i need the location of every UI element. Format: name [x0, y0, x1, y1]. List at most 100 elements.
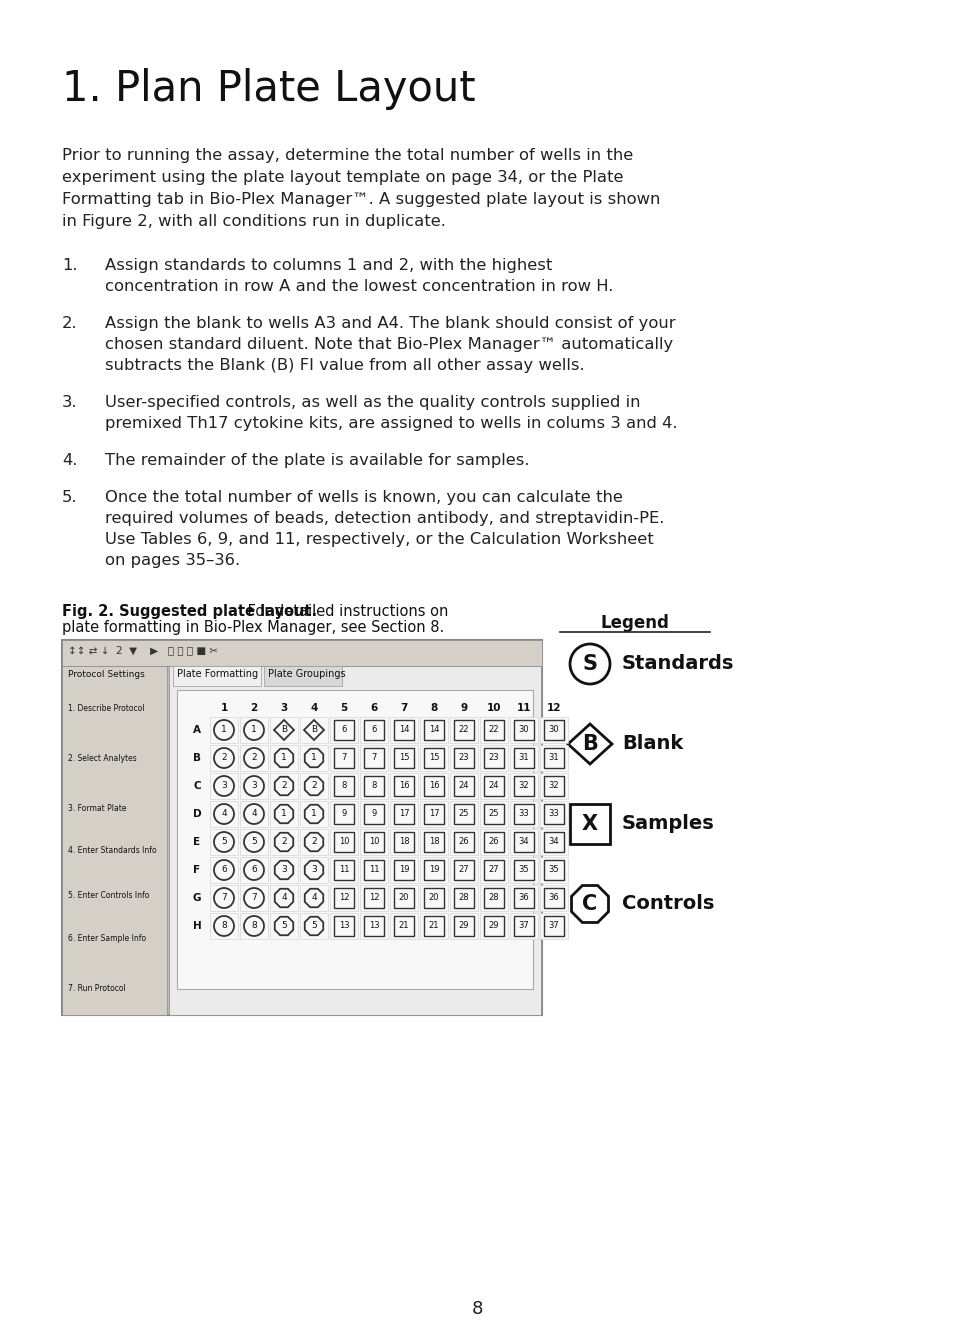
Text: 13: 13	[368, 922, 379, 930]
Text: 24: 24	[488, 782, 498, 791]
Bar	[423, 804, 443, 824]
Text: 2: 2	[311, 782, 316, 791]
Bar	[394, 804, 414, 824]
Text: 7: 7	[400, 703, 407, 713]
Bar	[479, 830, 507, 855]
Bar	[359, 856, 388, 883]
Text: 5: 5	[251, 838, 256, 847]
Text: The remainder of the plate is available for samples.: The remainder of the plate is available …	[105, 453, 529, 468]
Bar	[240, 802, 268, 827]
Text: 2.: 2.	[62, 317, 77, 331]
Text: 16: 16	[428, 782, 438, 791]
Text: 6: 6	[341, 725, 346, 735]
Text: 4: 4	[310, 703, 317, 713]
Text: Legend: Legend	[600, 615, 669, 632]
Bar	[210, 802, 237, 827]
Text: 33: 33	[518, 810, 529, 819]
Text: 25: 25	[488, 810, 498, 819]
Bar	[419, 884, 448, 911]
Text: B: B	[581, 733, 598, 754]
Text: 18: 18	[398, 838, 409, 847]
Bar	[299, 802, 328, 827]
Bar	[334, 832, 354, 852]
Text: 4: 4	[311, 894, 316, 903]
Bar	[450, 802, 477, 827]
Bar	[569, 804, 609, 844]
Bar	[299, 830, 328, 855]
Bar	[270, 830, 297, 855]
Text: 15: 15	[398, 754, 409, 763]
Text: 23: 23	[488, 754, 498, 763]
Bar	[479, 912, 507, 939]
Text: 2: 2	[281, 782, 287, 791]
Bar	[479, 856, 507, 883]
Text: 20: 20	[398, 894, 409, 903]
Text: 20: 20	[428, 894, 438, 903]
Bar	[454, 720, 474, 740]
Bar	[270, 774, 297, 799]
Text: 7: 7	[251, 894, 256, 903]
Text: Prior to running the assay, determine the total number of wells in the: Prior to running the assay, determine th…	[62, 148, 633, 163]
Bar	[510, 802, 537, 827]
Bar	[390, 884, 417, 911]
Text: 21: 21	[428, 922, 438, 930]
Bar	[62, 640, 541, 1015]
Text: 8: 8	[471, 1300, 482, 1319]
Text: 1: 1	[221, 725, 227, 735]
Text: 23: 23	[458, 754, 469, 763]
Bar	[423, 776, 443, 796]
Bar	[483, 776, 503, 796]
Text: 21: 21	[398, 922, 409, 930]
Bar	[510, 745, 537, 771]
Text: 6: 6	[221, 866, 227, 875]
Text: 11: 11	[517, 703, 531, 713]
Text: 6. Enter Sample Info: 6. Enter Sample Info	[68, 934, 146, 943]
Text: G: G	[193, 892, 201, 903]
Text: 35: 35	[548, 866, 558, 875]
Bar	[543, 804, 563, 824]
Text: experiment using the plate layout template on page 34, or the Plate: experiment using the plate layout templa…	[62, 170, 623, 184]
Bar	[543, 860, 563, 880]
Bar	[479, 717, 507, 743]
Bar	[394, 776, 414, 796]
Text: 10: 10	[369, 838, 379, 847]
Bar	[264, 667, 341, 685]
Text: 35: 35	[518, 866, 529, 875]
Text: 3: 3	[280, 703, 287, 713]
Bar	[330, 912, 357, 939]
Text: 32: 32	[548, 782, 558, 791]
Bar	[334, 916, 354, 937]
Bar	[450, 884, 477, 911]
Text: F: F	[193, 864, 200, 875]
Text: Standards: Standards	[621, 655, 734, 673]
Text: 3: 3	[311, 866, 316, 875]
Bar	[364, 720, 384, 740]
Text: 32: 32	[518, 782, 529, 791]
Text: 18: 18	[428, 838, 438, 847]
Bar	[479, 745, 507, 771]
Text: 3: 3	[251, 782, 256, 791]
Text: 8: 8	[371, 782, 376, 791]
Text: 19: 19	[398, 866, 409, 875]
Text: 1: 1	[251, 725, 256, 735]
Text: concentration in row A and the lowest concentration in row H.: concentration in row A and the lowest co…	[105, 279, 613, 294]
Text: Use Tables 6, 9, and 11, respectively, or the Calculation Worksheet: Use Tables 6, 9, and 11, respectively, o…	[105, 532, 653, 546]
Bar	[543, 720, 563, 740]
Bar	[483, 916, 503, 937]
Bar	[514, 776, 534, 796]
Bar	[390, 802, 417, 827]
Text: 29: 29	[488, 922, 498, 930]
Bar	[270, 884, 297, 911]
Bar	[454, 832, 474, 852]
Bar	[299, 745, 328, 771]
Text: 5: 5	[221, 838, 227, 847]
Bar	[359, 717, 388, 743]
Text: 25: 25	[458, 810, 469, 819]
Text: 14: 14	[428, 725, 438, 735]
Text: 3: 3	[281, 866, 287, 875]
Bar	[359, 802, 388, 827]
Bar	[539, 745, 567, 771]
Bar	[270, 717, 297, 743]
Bar	[514, 804, 534, 824]
Text: 10: 10	[338, 838, 349, 847]
